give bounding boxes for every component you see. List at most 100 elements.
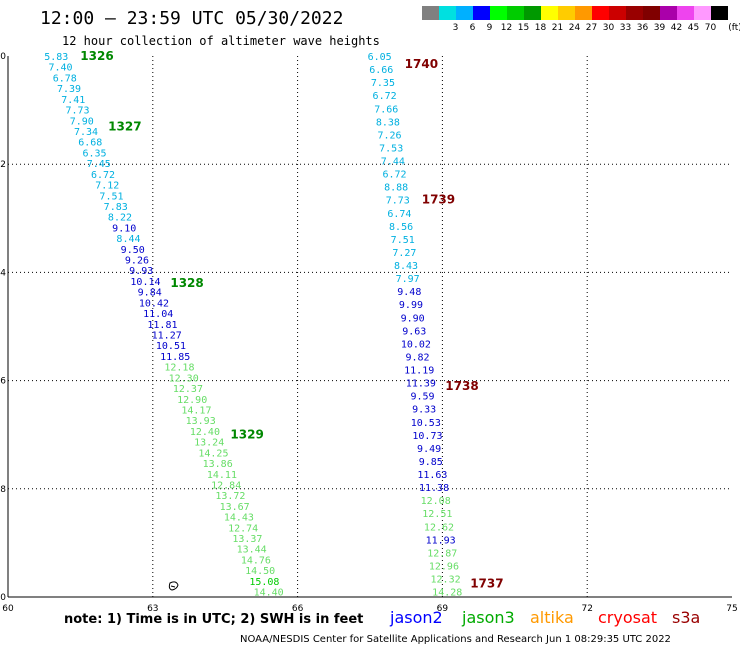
- wave-height-label: 13.44: [237, 545, 267, 556]
- wave-height-label: 13.24: [194, 438, 224, 449]
- legend-swatch: [677, 6, 694, 20]
- wave-height-label: 9.85: [419, 457, 443, 468]
- wave-height-label: 7.66: [374, 104, 398, 115]
- wave-height-label: 10.73: [412, 431, 442, 442]
- wave-height-label: 12.08: [421, 496, 451, 507]
- legend-swatch: [422, 6, 439, 20]
- wave-height-label: 12.90: [177, 395, 207, 406]
- wave-height-label: 12.30: [169, 373, 199, 384]
- map-grid: [8, 56, 732, 597]
- wave-height-label: 7.73: [386, 196, 410, 207]
- satellite-name: jason3: [462, 608, 515, 627]
- satellite-name: altika: [530, 608, 574, 627]
- y-tick-label: -18: [0, 485, 6, 495]
- wave-height-label: 14.28: [432, 588, 462, 599]
- wave-height-label: 12.37: [173, 384, 203, 395]
- x-tick-label: 63: [147, 604, 158, 614]
- wave-height-label: 7.26: [377, 130, 401, 141]
- y-tick-label: -12: [0, 160, 6, 170]
- pass-time-label: 1739: [422, 192, 455, 206]
- wave-height-label: 15.08: [249, 577, 279, 588]
- legend-swatch: [439, 6, 456, 20]
- wave-height-label: 11.85: [160, 352, 190, 363]
- legend-swatch: [660, 6, 677, 20]
- legend-label: 3: [452, 23, 459, 33]
- wave-height-label: 10.53: [411, 418, 441, 429]
- wave-height-label: 13.86: [203, 459, 233, 470]
- wave-height-label: 10.51: [156, 341, 186, 352]
- wave-height-label: 7.39: [57, 84, 81, 95]
- legend-swatch: [711, 6, 728, 20]
- wave-height-label: 13.93: [186, 416, 216, 427]
- wave-height-label: 6.35: [82, 148, 106, 159]
- wave-height-label: 8.22: [108, 213, 132, 224]
- wave-height-label: 8.44: [116, 234, 140, 245]
- wave-height-label: 12.87: [427, 548, 457, 559]
- wave-height-label: 12.84: [211, 480, 241, 491]
- chart-subtitle: 12 hour collection of altimeter wave hei…: [62, 34, 380, 48]
- wave-height-label: 8.88: [384, 183, 408, 194]
- pass-time-label: 1737: [470, 576, 503, 590]
- wave-height-label: 13.67: [220, 502, 250, 513]
- wave-height-label: 11.63: [417, 470, 447, 481]
- wave-height-label: 13.37: [232, 534, 262, 545]
- wave-height-label: 7.51: [391, 235, 415, 246]
- wave-height-label: 7.35: [371, 78, 395, 89]
- wave-height-label: 12.32: [431, 575, 461, 586]
- wave-height-label: 6.68: [78, 138, 102, 149]
- wave-height-label: 12.74: [228, 523, 258, 534]
- legend-swatch: [643, 6, 660, 20]
- pass-time-label: 1740: [405, 57, 438, 71]
- x-tick-label: 75: [726, 604, 737, 614]
- legend-swatch: [524, 6, 541, 20]
- wave-height-label: 12.62: [424, 522, 454, 533]
- legend-swatch: [456, 6, 473, 20]
- legend-label: 70: [704, 23, 717, 33]
- wave-height-label: 8.56: [389, 222, 413, 233]
- wave-height-label: 12.96: [429, 561, 459, 572]
- pass-time-label: 1327: [108, 119, 141, 133]
- wave-height-label: 7.45: [87, 159, 111, 170]
- wave-height-label: 9.10: [112, 223, 136, 234]
- wave-height-label: 11.38: [419, 483, 449, 494]
- legend-label: 39: [653, 23, 666, 33]
- x-tick-label: 69: [437, 604, 449, 614]
- x-tick-label: 72: [581, 604, 592, 614]
- wave-height-label: 9.63: [402, 326, 426, 337]
- legend-label: 15: [517, 23, 530, 33]
- wave-height-label: 9.48: [397, 287, 421, 298]
- wave-height-label: 7.41: [61, 95, 85, 106]
- wave-height-label: 14.40: [254, 588, 284, 599]
- wave-height-label: 11.93: [426, 535, 456, 546]
- y-tick-label: -10: [0, 52, 6, 62]
- legend-label: 27: [585, 23, 598, 33]
- wave-height-label: 10.14: [130, 277, 160, 288]
- x-tick-label: 60: [2, 604, 14, 614]
- wave-height-label: 7.34: [74, 127, 98, 138]
- wave-height-label: 9.50: [121, 245, 145, 256]
- legend-label: 9: [486, 23, 493, 33]
- legend-swatch: [473, 6, 490, 20]
- legend-swatch: [592, 6, 609, 20]
- wave-height-label: 6.72: [382, 170, 406, 181]
- wave-height-label: 8.38: [376, 117, 400, 128]
- legend-label: 42: [670, 23, 683, 33]
- x-tick-label: 66: [292, 604, 304, 614]
- wave-height-label: 14.17: [181, 405, 211, 416]
- wave-height-label: 9.59: [410, 392, 434, 403]
- legend-swatch: [507, 6, 524, 20]
- wave-height-label: 9.49: [417, 444, 441, 455]
- wave-height-label: 9.90: [401, 313, 425, 324]
- wave-height-label: 7.53: [379, 143, 403, 154]
- legend-label: 21: [551, 23, 564, 33]
- legend-label: 6: [469, 23, 476, 33]
- wave-height-label: 11.04: [143, 309, 173, 320]
- legend-label: 33: [619, 23, 632, 33]
- wave-height-label: 7.27: [392, 248, 416, 259]
- wave-height-label: 9.33: [412, 405, 436, 416]
- legend-label: 36: [636, 23, 649, 33]
- y-tick-label: -16: [0, 377, 6, 387]
- wave-height-label: 6.78: [53, 73, 77, 84]
- island-outline: [168, 581, 179, 591]
